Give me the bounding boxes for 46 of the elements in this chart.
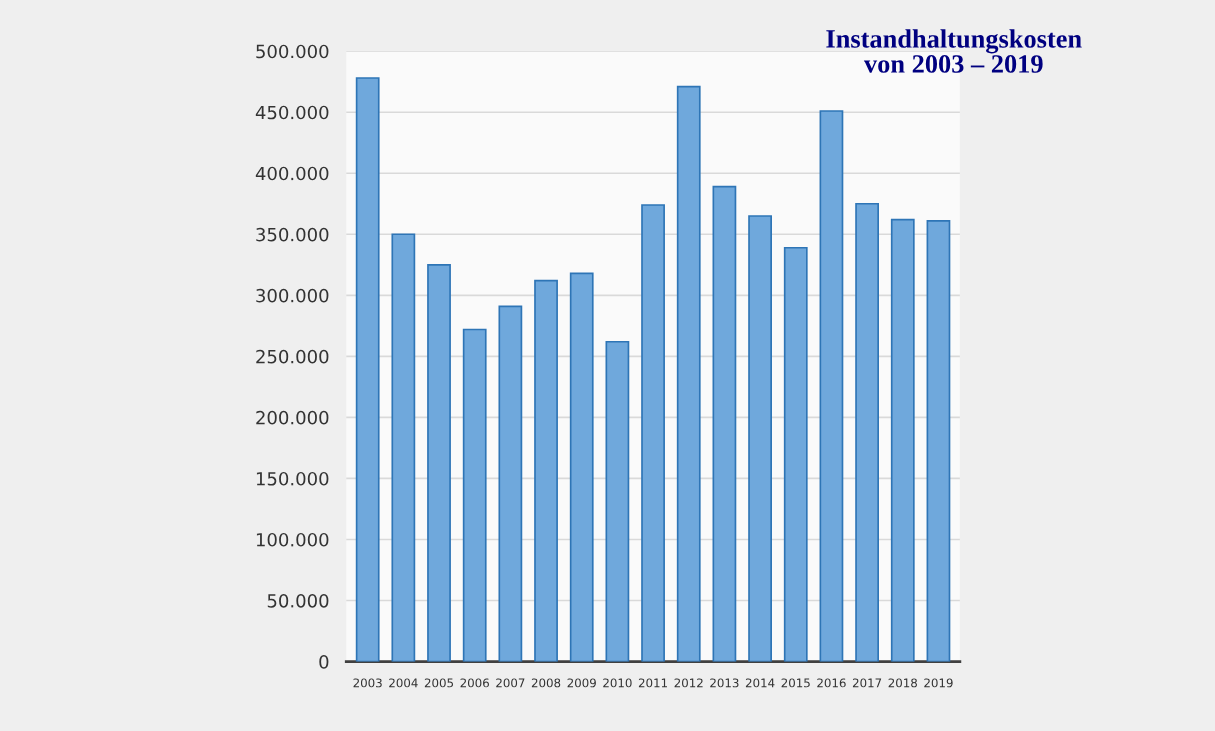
bar xyxy=(605,340,630,662)
bar xyxy=(391,233,416,662)
x-tick-label: 2010 xyxy=(603,678,632,688)
x-tick-label: 2011 xyxy=(638,678,667,688)
bar xyxy=(783,246,808,662)
bar xyxy=(355,77,380,662)
x-tick-label: 2015 xyxy=(781,678,810,688)
y-tick-label: 400.000 xyxy=(255,166,329,181)
x-tick-label: 2013 xyxy=(710,678,739,688)
x-tick-label: 2004 xyxy=(389,678,418,688)
bar xyxy=(498,305,523,662)
bar xyxy=(676,85,701,662)
x-tick-label: 2016 xyxy=(817,678,846,688)
bar xyxy=(462,328,487,662)
bar xyxy=(855,202,879,662)
y-tick-label: 100.000 xyxy=(256,532,329,547)
x-tick-label: 2008 xyxy=(531,678,561,688)
x-tick-label: 2003 xyxy=(353,678,382,688)
x-tick-label: 2012 xyxy=(674,678,703,688)
x-tick-label: 2009 xyxy=(567,678,596,688)
bar xyxy=(926,220,951,662)
y-tick-label: 200.000 xyxy=(256,410,329,425)
bar xyxy=(534,279,558,662)
y-tick-label: 150.000 xyxy=(256,471,329,486)
y-tick-label: 0 xyxy=(319,655,329,669)
bar xyxy=(712,185,737,662)
bar xyxy=(819,110,844,662)
x-tick-label: 2017 xyxy=(852,678,882,688)
chart-title: Instandhaltungskosten von 2003 – 2019 xyxy=(826,29,1082,73)
y-tick-label: 250.000 xyxy=(256,349,329,364)
x-tick-label: 2005 xyxy=(424,678,454,688)
y-tick-label: 450.000 xyxy=(255,105,329,120)
bar xyxy=(641,204,665,662)
bar xyxy=(748,215,772,662)
x-tick-label: 2018 xyxy=(888,678,917,688)
y-tick-label: 300.000 xyxy=(256,288,329,303)
bar xyxy=(427,263,451,662)
x-tick-label: 2007 xyxy=(496,678,525,688)
y-tick-label: 350.000 xyxy=(256,227,329,242)
y-tick-label: 500.000 xyxy=(256,44,329,59)
bar xyxy=(569,272,594,662)
x-tick-label: 2006 xyxy=(460,678,489,688)
y-tick-label: 50.000 xyxy=(267,593,329,608)
x-tick-label: 2019 xyxy=(924,678,953,688)
bar xyxy=(890,218,915,662)
x-tick-label: 2014 xyxy=(745,678,775,688)
